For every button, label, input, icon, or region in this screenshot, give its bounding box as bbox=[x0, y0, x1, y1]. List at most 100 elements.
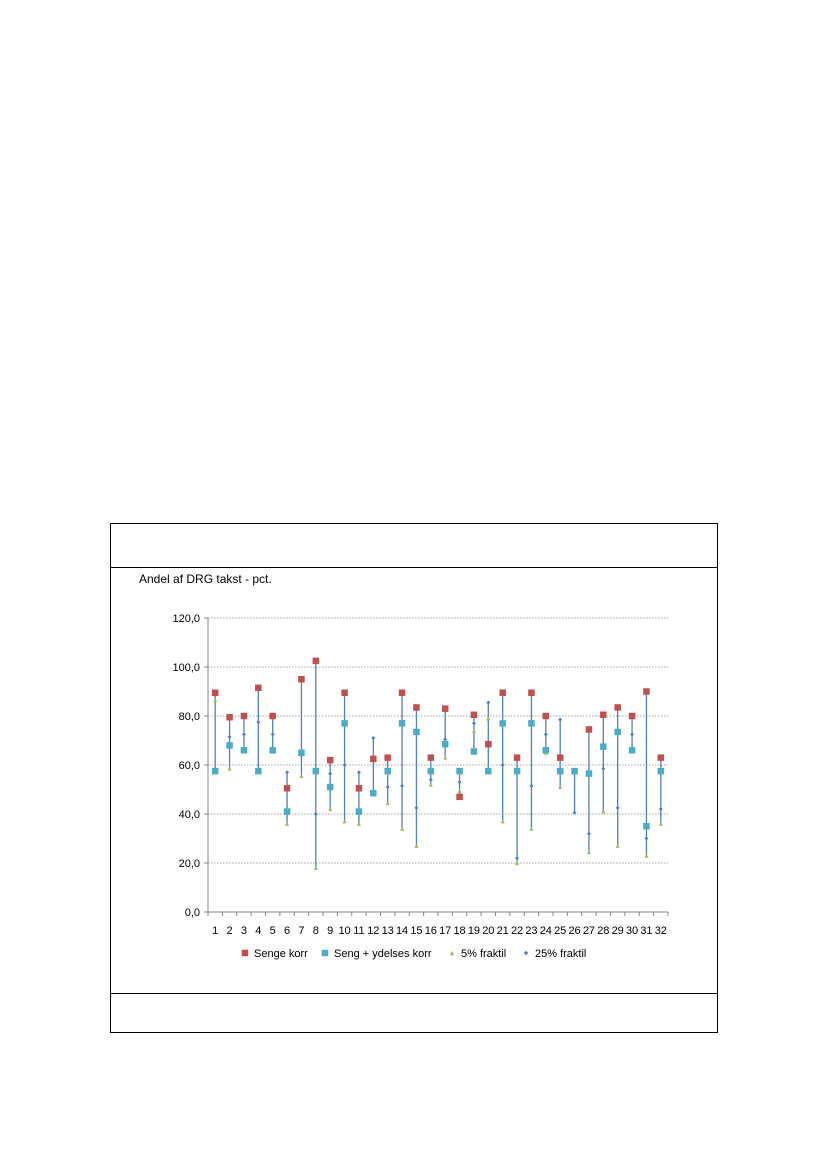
point-seng-ydelses-korr bbox=[355, 808, 363, 815]
x-tick-label: 30 bbox=[626, 925, 638, 937]
point-25-fraktil bbox=[543, 732, 548, 737]
point-senge-korr bbox=[456, 793, 463, 801]
point-25-fraktil bbox=[270, 732, 275, 737]
point-senge-korr bbox=[513, 754, 521, 761]
x-tick-label: 18 bbox=[453, 925, 465, 937]
point-5-fraktil bbox=[299, 774, 304, 779]
point-25-fraktil bbox=[601, 766, 606, 771]
point-5-fraktil bbox=[558, 785, 563, 790]
frame-divider-bottom bbox=[111, 993, 717, 994]
point-5-fraktil bbox=[615, 843, 620, 848]
y-tick-label: 20,0 bbox=[179, 858, 200, 870]
point-25-fraktil bbox=[371, 736, 376, 741]
frame-divider-top bbox=[111, 567, 717, 568]
point-seng-ydelses-korr bbox=[283, 808, 291, 815]
point-5-fraktil bbox=[658, 821, 663, 826]
x-tick-label: 4 bbox=[255, 925, 261, 937]
x-tick-label: 20 bbox=[482, 925, 494, 937]
point-senge-korr bbox=[413, 704, 420, 711]
point-senge-korr bbox=[240, 712, 248, 720]
x-tick-label: 1 bbox=[212, 925, 218, 937]
point-senge-korr bbox=[355, 785, 363, 792]
point-senge-korr bbox=[470, 711, 478, 719]
x-tick-label: 2 bbox=[227, 925, 233, 937]
x-tick-label: 19 bbox=[468, 925, 480, 937]
point-seng-ydelses-korr bbox=[413, 728, 420, 736]
legend-label: 5% fraktil bbox=[461, 948, 506, 960]
point-25-fraktil bbox=[572, 810, 577, 815]
point-25-fraktil bbox=[313, 812, 318, 816]
x-tick-label: 5 bbox=[270, 925, 276, 937]
point-seng-ydelses-korr bbox=[269, 747, 276, 754]
x-tick-label: 15 bbox=[410, 925, 422, 937]
x-tick-label: 32 bbox=[655, 925, 667, 937]
point-5-fraktil bbox=[328, 807, 333, 812]
point-25-fraktil bbox=[630, 732, 635, 737]
point-seng-ydelses-korr bbox=[384, 767, 391, 775]
chart-frame bbox=[110, 523, 718, 1033]
point-5-fraktil bbox=[486, 716, 491, 721]
point-senge-korr bbox=[427, 754, 435, 761]
point-senge-korr bbox=[341, 689, 348, 696]
point-senge-korr bbox=[269, 712, 276, 720]
point-seng-ydelses-korr bbox=[312, 767, 320, 775]
x-tick-label: 21 bbox=[497, 925, 509, 937]
y-tick-label: 120,0 bbox=[172, 613, 200, 625]
point-senge-korr bbox=[226, 713, 233, 721]
legend-marker bbox=[449, 950, 455, 956]
point-25-fraktil bbox=[285, 770, 290, 775]
point-5-fraktil bbox=[515, 861, 520, 865]
point-5-fraktil bbox=[213, 698, 218, 703]
point-25-fraktil bbox=[471, 721, 476, 726]
point-25-fraktil bbox=[414, 805, 419, 810]
point-5-fraktil bbox=[601, 809, 606, 814]
point-senge-korr bbox=[542, 712, 550, 720]
point-25-fraktil bbox=[400, 783, 405, 788]
point-senge-korr bbox=[528, 689, 535, 696]
point-senge-korr bbox=[312, 657, 320, 665]
legend-marker bbox=[321, 949, 329, 957]
x-tick-label: 17 bbox=[439, 925, 451, 937]
point-seng-ydelses-korr bbox=[614, 728, 621, 736]
x-tick-label: 16 bbox=[425, 925, 437, 937]
point-seng-ydelses-korr bbox=[542, 747, 550, 754]
x-tick-label: 28 bbox=[597, 925, 609, 937]
point-seng-ydelses-korr bbox=[643, 823, 650, 830]
point-senge-korr bbox=[298, 676, 305, 683]
point-seng-ydelses-korr bbox=[370, 789, 377, 797]
point-5-fraktil bbox=[443, 755, 448, 760]
y-tick-label: 80,0 bbox=[179, 711, 200, 723]
point-senge-korr bbox=[628, 712, 636, 720]
point-senge-korr bbox=[370, 755, 377, 763]
point-seng-ydelses-korr bbox=[398, 720, 406, 727]
point-25-fraktil bbox=[558, 717, 563, 722]
point-5-fraktil bbox=[586, 849, 591, 854]
point-25-fraktil bbox=[356, 770, 361, 775]
point-senge-korr bbox=[384, 754, 391, 761]
point-5-fraktil bbox=[471, 728, 476, 733]
point-seng-ydelses-korr bbox=[240, 747, 248, 754]
point-senge-korr bbox=[485, 740, 492, 748]
point-seng-ydelses-korr bbox=[485, 767, 492, 775]
point-5-fraktil bbox=[529, 826, 534, 831]
point-seng-ydelses-korr bbox=[499, 720, 506, 727]
point-seng-ydelses-korr bbox=[513, 767, 521, 775]
point-25-fraktil bbox=[515, 856, 520, 861]
point-senge-korr bbox=[211, 689, 219, 696]
point-seng-ydelses-korr bbox=[528, 720, 535, 727]
x-tick-label: 31 bbox=[640, 925, 652, 937]
point-25-fraktil bbox=[443, 737, 448, 742]
point-5-fraktil bbox=[400, 826, 405, 831]
point-senge-korr bbox=[398, 689, 406, 696]
legend-label: 25% fraktil bbox=[535, 948, 586, 960]
point-senge-korr bbox=[499, 689, 506, 696]
point-25-fraktil bbox=[428, 777, 433, 782]
x-tick-label: 8 bbox=[313, 925, 319, 937]
point-senge-korr bbox=[441, 705, 449, 712]
point-seng-ydelses-korr bbox=[585, 770, 593, 777]
point-5-fraktil bbox=[313, 865, 318, 870]
y-tick-label: 40,0 bbox=[179, 809, 200, 821]
point-senge-korr bbox=[643, 688, 650, 695]
point-seng-ydelses-korr bbox=[657, 767, 665, 775]
